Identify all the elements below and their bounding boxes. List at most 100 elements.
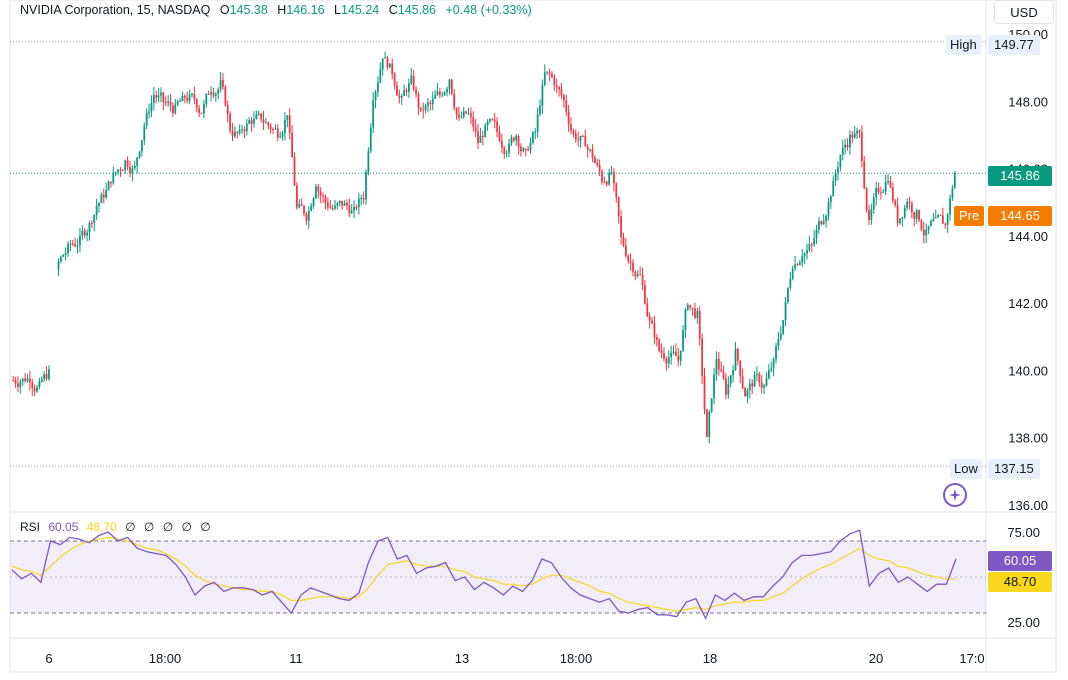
candle-body[interactable] [555, 85, 558, 87]
candle-body[interactable] [38, 381, 41, 388]
rsi-title[interactable]: RSI [20, 520, 41, 534]
candle-body[interactable] [465, 111, 468, 114]
candle-body[interactable] [64, 253, 67, 255]
candle-body[interactable] [212, 92, 215, 96]
candle-body[interactable] [715, 358, 718, 375]
candle-body[interactable] [293, 157, 296, 186]
add-alert-button[interactable] [943, 483, 967, 507]
candle-body[interactable] [88, 222, 91, 233]
candle-body[interactable] [388, 63, 391, 68]
candle-body[interactable] [551, 73, 553, 77]
candle-body[interactable] [448, 79, 451, 89]
candle-body[interactable] [386, 57, 389, 68]
candle-body[interactable] [57, 261, 60, 270]
candle-body[interactable] [443, 92, 446, 95]
candle-body[interactable] [787, 287, 789, 302]
candle-body[interactable] [324, 196, 327, 203]
candle-body[interactable] [784, 301, 787, 321]
candle-body[interactable] [98, 202, 100, 207]
candle-body[interactable] [117, 169, 119, 173]
candle-body[interactable] [214, 93, 217, 96]
candle-body[interactable] [393, 74, 396, 86]
candle-body[interactable] [756, 373, 758, 375]
candle-body[interactable] [546, 71, 549, 73]
candle-body[interactable] [520, 146, 522, 152]
candle-body[interactable] [472, 116, 475, 127]
candle-body[interactable] [202, 104, 205, 114]
candle-body[interactable] [372, 100, 375, 128]
candle-body[interactable] [441, 94, 444, 96]
candle-body[interactable] [274, 128, 277, 130]
candle-body[interactable] [782, 320, 785, 334]
candle-body[interactable] [570, 124, 572, 131]
candle-body[interactable] [374, 91, 377, 101]
candle-body[interactable] [362, 198, 365, 200]
candle-body[interactable] [672, 351, 675, 353]
candle-body[interactable] [307, 210, 310, 221]
candle-body[interactable] [922, 229, 925, 236]
candle-body[interactable] [698, 310, 701, 339]
candle-body[interactable] [953, 173, 956, 189]
candle-body[interactable] [870, 209, 873, 221]
candle-body[interactable] [515, 136, 518, 141]
candle-body[interactable] [674, 351, 677, 356]
candle-body[interactable] [810, 244, 813, 246]
candle-body[interactable] [174, 104, 177, 114]
candle-body[interactable] [605, 182, 608, 185]
candle-body[interactable] [815, 229, 818, 239]
candle-body[interactable] [894, 200, 897, 205]
candle-body[interactable] [872, 197, 875, 210]
candle-body[interactable] [684, 309, 687, 331]
candle-body[interactable] [639, 274, 642, 276]
candle-body[interactable] [601, 171, 603, 182]
candle-body[interactable] [179, 100, 181, 102]
candle-body[interactable] [541, 84, 544, 106]
candle-body[interactable] [489, 119, 491, 122]
candle-body[interactable] [789, 279, 792, 288]
candle-body[interactable] [632, 262, 634, 272]
candle-body[interactable] [143, 125, 146, 141]
candle-body[interactable] [453, 93, 456, 108]
candle-body[interactable] [396, 85, 398, 96]
candle-body[interactable] [155, 95, 158, 98]
candle-body[interactable] [264, 122, 267, 124]
candle-body[interactable] [138, 151, 141, 158]
candle-body[interactable] [932, 218, 935, 222]
candle-body[interactable] [219, 79, 222, 90]
currency-button[interactable]: USD [994, 0, 1054, 24]
candle-body[interactable] [725, 378, 727, 395]
candle-body[interactable] [43, 374, 46, 380]
candle-body[interactable] [512, 137, 515, 141]
candle-body[interactable] [508, 143, 510, 153]
candle-body[interactable] [677, 355, 680, 361]
candle-body[interactable] [851, 134, 854, 138]
candle-body[interactable] [629, 261, 632, 263]
candle-body[interactable] [322, 195, 324, 197]
candle-body[interactable] [95, 206, 98, 215]
candle-body[interactable] [59, 256, 62, 262]
candle-body[interactable] [705, 409, 708, 437]
candle-body[interactable] [534, 131, 537, 133]
candle-body[interactable] [253, 118, 255, 124]
candle-body[interactable] [832, 181, 835, 197]
candle-body[interactable] [205, 93, 208, 105]
candle-body[interactable] [553, 76, 556, 86]
time-axis[interactable]: 6 18:00 11 13 18:00 18 20 17:0 [45, 651, 984, 666]
candle-body[interactable] [126, 160, 129, 168]
candle-body[interactable] [181, 95, 184, 101]
candle-body[interactable] [329, 207, 332, 209]
candle-body[interactable] [670, 352, 673, 358]
candle-body[interactable] [574, 133, 577, 140]
candle-body[interactable] [539, 105, 541, 115]
candle-body[interactable] [558, 86, 560, 90]
candle-body[interactable] [925, 230, 928, 236]
candle-body[interactable] [908, 201, 911, 204]
candle-body[interactable] [17, 383, 19, 388]
candle-body[interactable] [524, 148, 527, 150]
candle-body[interactable] [841, 147, 844, 156]
candle-body[interactable] [644, 285, 646, 304]
candle-body[interactable] [343, 202, 346, 206]
candle-body[interactable] [410, 75, 413, 84]
candle-body[interactable] [529, 143, 532, 151]
